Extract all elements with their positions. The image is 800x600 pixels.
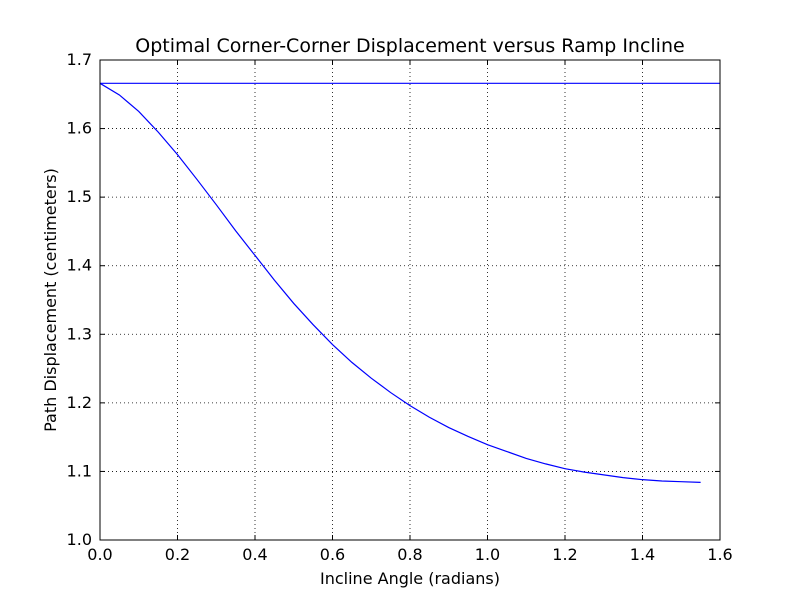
y-tick-label: 1.2 xyxy=(67,393,92,412)
x-tick-label: 0.8 xyxy=(397,545,422,564)
series-line-2 xyxy=(99,82,701,483)
x-tick-label: 1.0 xyxy=(475,545,500,564)
x-axis-label: Incline Angle (radians) xyxy=(320,569,500,588)
y-axis-label: Path Displacement (centimeters) xyxy=(41,168,60,432)
grid xyxy=(100,60,720,540)
ticks: 0.0 0.2 0.4 0.6 0.8 1.0 1.2 1.4 1.6 1.0 1.1 1.2 1.3 1… xyxy=(67,50,733,564)
y-tick-label: 1.5 xyxy=(67,187,92,206)
y-tick-label: 1.0 xyxy=(67,530,92,549)
series-layer xyxy=(99,82,720,483)
x-tick-label: 1.4 xyxy=(630,545,655,564)
y-tick-label: 1.6 xyxy=(67,119,92,138)
x-tick-label: 1.2 xyxy=(552,545,577,564)
chart-title: Optimal Corner-Corner Displacement versu… xyxy=(135,35,684,57)
x-tick-label: 0.6 xyxy=(320,545,345,564)
y-tick-label: 1.1 xyxy=(67,461,92,480)
x-tick-label: 0.0 xyxy=(87,545,112,564)
x-tick-label: 0.4 xyxy=(242,545,267,564)
x-tick-label: 1.6 xyxy=(707,545,732,564)
x-tick-label: 0.2 xyxy=(165,545,190,564)
y-tick-label: 1.7 xyxy=(67,50,92,69)
y-tick-label: 1.3 xyxy=(67,324,92,343)
y-tick-label: 1.4 xyxy=(67,256,92,275)
